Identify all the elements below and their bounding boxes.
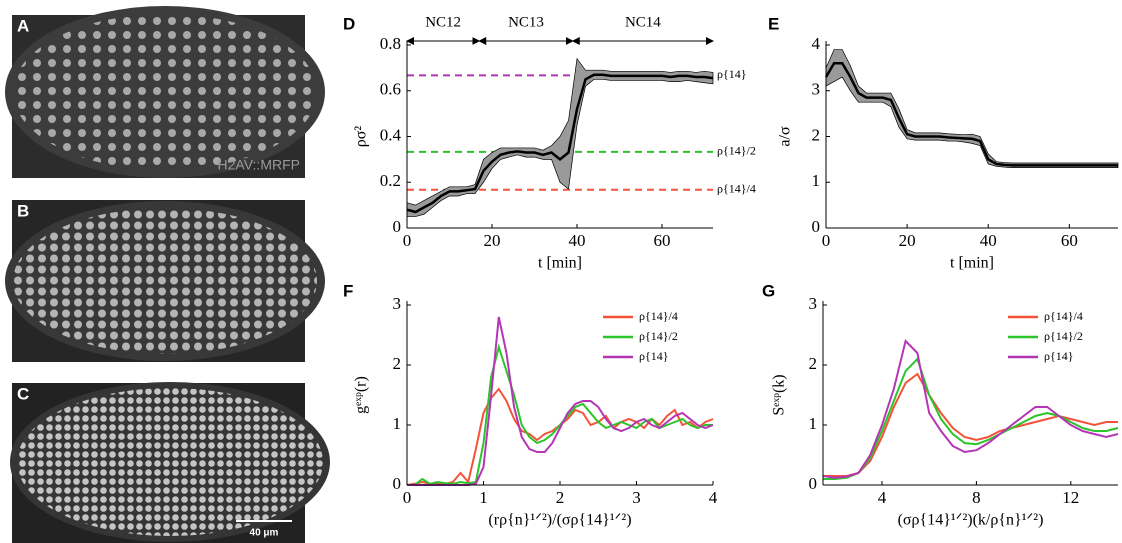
image-a: A H2AV::MRFP xyxy=(5,6,325,178)
x-tick-label: 0 xyxy=(403,231,412,250)
y-tick-label: 0 xyxy=(809,474,818,493)
y-tick-label: 0.4 xyxy=(380,125,402,144)
y-axis-label: Sᵉˣᵖ(k) xyxy=(771,374,788,415)
y-tick-label: 3 xyxy=(393,294,402,313)
error-band xyxy=(825,49,1119,168)
x-tick-label: 2 xyxy=(556,488,565,507)
image-c: C 40 μm xyxy=(10,382,330,543)
x-tick-label: 40 xyxy=(980,231,997,250)
y-tick-label: 3 xyxy=(809,294,818,313)
legend-label: ρ{14}/2 xyxy=(639,329,678,343)
legend-label: ρ{14}/2 xyxy=(1044,329,1083,343)
legend-label: ρ{14}/4 xyxy=(1044,309,1083,323)
data-line xyxy=(823,357,1119,480)
data-line xyxy=(406,387,714,486)
x-tick-label: 4 xyxy=(709,488,718,507)
y-tick-label: 4 xyxy=(812,34,821,53)
y-axis-label: a/σ xyxy=(777,126,794,147)
legend-label: ρ{14} xyxy=(639,349,669,363)
panel-letter: D xyxy=(343,14,355,33)
y-tick-label: 0 xyxy=(393,217,402,236)
x-tick-label: 1 xyxy=(479,488,488,507)
x-tick-label: 3 xyxy=(632,488,641,507)
y-axis-label: gᵉˣᵖ(r) xyxy=(353,376,370,414)
y-tick-label: 0.2 xyxy=(380,171,401,190)
y-tick-label: 1 xyxy=(809,414,818,433)
y-tick-label: 0.6 xyxy=(380,80,401,99)
phase-label: NC12 xyxy=(425,14,461,30)
scale-bar-label: 40 μm xyxy=(250,528,279,539)
data-line xyxy=(824,62,1118,167)
panel-letter: G xyxy=(762,281,775,300)
panel-letter: B xyxy=(17,201,29,220)
image-caption: H2AV::MRFP xyxy=(218,157,300,173)
y-tick-label: 1 xyxy=(812,171,821,190)
phase-label: NC14 xyxy=(625,14,661,30)
x-axis-label: t [min] xyxy=(950,255,994,272)
reference-label: ρ{14} xyxy=(717,67,747,81)
panel-letter: F xyxy=(343,281,353,300)
x-tick-label: 60 xyxy=(654,231,671,250)
y-tick-label: 3 xyxy=(812,80,821,99)
x-tick-label: 60 xyxy=(1061,231,1078,250)
x-tick-label: 20 xyxy=(899,231,916,250)
reference-label: ρ{14}/4 xyxy=(717,182,756,196)
x-tick-label: 8 xyxy=(972,488,981,507)
panel-letter: C xyxy=(17,384,29,403)
phase-label: NC13 xyxy=(508,14,544,30)
x-tick-label: 12 xyxy=(1062,488,1079,507)
y-tick-label: 2 xyxy=(809,354,818,373)
y-axis-label: ρσ² xyxy=(353,126,370,148)
x-tick-label: 40 xyxy=(569,231,586,250)
legend-label: ρ{14} xyxy=(1044,349,1074,363)
y-tick-label: 0 xyxy=(393,474,402,493)
panel-letter: A xyxy=(17,16,29,35)
data-line xyxy=(822,339,1119,479)
panel-letter: E xyxy=(768,14,779,33)
x-axis-label: t [min] xyxy=(538,255,582,272)
x-axis-label: (rρ{n}¹ᐟ²)/(σρ{14}¹ᐟ²) xyxy=(488,512,631,529)
data-line xyxy=(406,73,714,214)
y-tick-label: 1 xyxy=(393,414,402,433)
y-tick-label: 2 xyxy=(812,125,821,144)
x-tick-label: 4 xyxy=(878,488,887,507)
image-b: B xyxy=(5,200,325,362)
y-tick-label: 2 xyxy=(393,354,402,373)
y-tick-label: 0.8 xyxy=(380,34,401,53)
x-tick-label: 0 xyxy=(403,488,412,507)
x-axis-label: (σρ{14}¹ᐟ²)(k/ρ{n}¹ᐟ²) xyxy=(898,512,1044,529)
data-line xyxy=(823,372,1118,477)
reference-label: ρ{14}/2 xyxy=(717,144,756,158)
y-tick-label: 0 xyxy=(812,217,821,236)
legend-label: ρ{14}/4 xyxy=(639,309,678,323)
x-tick-label: 0 xyxy=(822,231,831,250)
x-tick-label: 20 xyxy=(484,231,501,250)
error-band xyxy=(406,57,714,217)
